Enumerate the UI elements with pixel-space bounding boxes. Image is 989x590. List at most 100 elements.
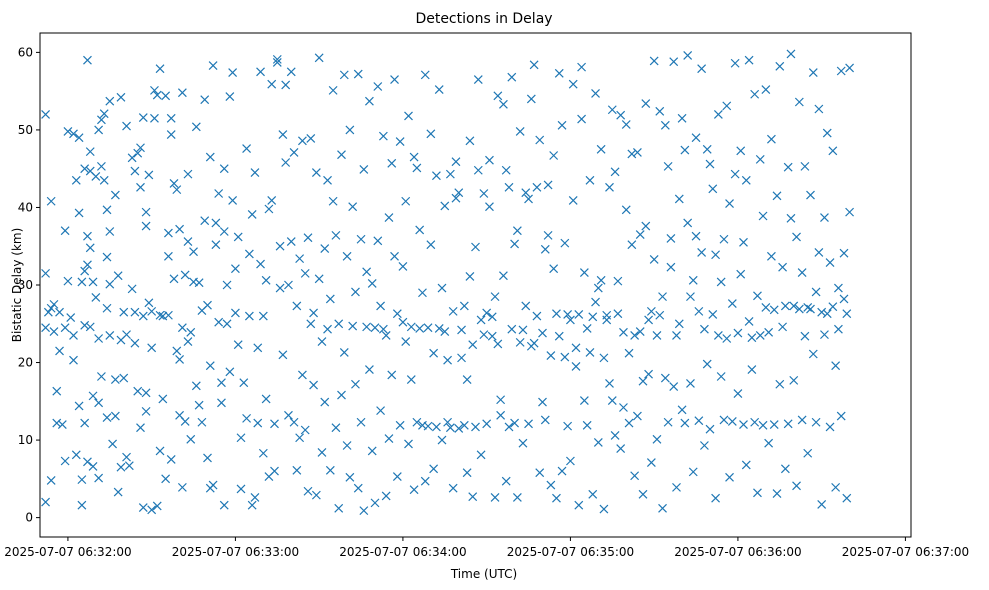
data-point <box>822 128 832 138</box>
data-point <box>155 446 165 456</box>
data-point <box>747 333 757 343</box>
x-tick-label: 2025-07-07 06:37:00 <box>842 545 969 559</box>
data-point <box>563 310 573 319</box>
data-point <box>314 274 324 284</box>
data-point <box>476 450 486 460</box>
data-point <box>630 330 640 340</box>
data-point <box>348 202 358 212</box>
data-point <box>554 331 564 341</box>
data-point <box>233 232 243 242</box>
data-point <box>378 324 388 334</box>
data-point <box>727 417 737 426</box>
data-point <box>663 161 673 171</box>
data-point <box>501 476 511 486</box>
data-point <box>677 405 687 415</box>
data-point <box>172 185 182 195</box>
data-point <box>839 294 849 304</box>
data-point <box>200 95 210 105</box>
data-point <box>113 271 123 281</box>
data-point <box>473 75 483 84</box>
data-point <box>88 391 98 401</box>
data-point <box>485 155 494 165</box>
data-point <box>289 147 299 157</box>
data-point <box>764 327 774 337</box>
data-point <box>457 353 466 363</box>
data-point <box>652 434 662 444</box>
data-point <box>482 419 492 429</box>
data-point <box>219 500 229 510</box>
data-point <box>175 224 185 234</box>
data-point <box>122 121 131 131</box>
data-point <box>479 330 489 340</box>
y-tick-label: 10 <box>18 433 33 447</box>
data-point <box>155 310 165 320</box>
data-point <box>571 343 581 353</box>
x-axis-label: Time (UTC) <box>450 567 517 581</box>
data-point <box>792 232 801 242</box>
data-point <box>579 268 589 278</box>
data-point <box>272 54 282 64</box>
data-point <box>521 301 531 311</box>
data-point <box>418 288 427 298</box>
data-point <box>138 503 148 512</box>
data-point <box>122 452 131 462</box>
data-point <box>524 419 533 429</box>
data-point <box>250 168 260 177</box>
data-point <box>560 352 570 362</box>
data-point <box>794 97 804 107</box>
data-point <box>691 231 701 241</box>
data-point <box>169 274 179 284</box>
data-point <box>445 423 455 433</box>
data-point <box>744 55 754 65</box>
data-point <box>686 379 695 388</box>
data-point <box>244 311 254 321</box>
y-tick-label: 0 <box>25 511 33 525</box>
data-point <box>630 471 640 481</box>
data-point <box>833 283 843 293</box>
data-point <box>155 64 165 74</box>
data-point <box>725 199 734 209</box>
data-point <box>736 146 746 156</box>
data-point <box>549 151 559 160</box>
data-point <box>194 400 204 410</box>
data-point <box>585 175 595 185</box>
data-point <box>621 205 631 215</box>
data-point <box>448 483 458 493</box>
data-point <box>244 249 254 259</box>
data-point <box>786 213 796 223</box>
data-point <box>426 129 436 139</box>
data-point <box>730 58 740 68</box>
data-point <box>836 66 846 76</box>
data-point <box>85 147 95 157</box>
data-point <box>638 489 648 499</box>
data-point <box>339 348 349 357</box>
data-point <box>482 308 492 318</box>
data-point <box>49 327 59 336</box>
data-point <box>116 462 126 472</box>
data-point <box>627 240 637 250</box>
data-point <box>63 276 73 286</box>
data-point <box>577 62 587 72</box>
data-point <box>713 330 723 340</box>
data-point <box>722 101 732 111</box>
data-point <box>80 418 90 428</box>
data-point <box>591 297 600 307</box>
data-point <box>110 375 120 385</box>
data-point <box>459 301 469 311</box>
data-point <box>783 162 793 172</box>
data-point <box>772 489 782 499</box>
data-point <box>83 231 92 241</box>
data-point <box>205 152 215 162</box>
data-point <box>311 168 321 177</box>
data-point <box>521 188 531 198</box>
data-point <box>102 205 112 215</box>
y-tick-label: 20 <box>18 356 33 370</box>
data-point <box>638 376 648 386</box>
data-point <box>41 323 51 333</box>
data-point <box>395 420 405 430</box>
data-point <box>398 317 408 327</box>
data-point <box>588 312 598 322</box>
data-point <box>314 53 324 63</box>
x-tick-label: 2025-07-07 06:33:00 <box>172 545 299 559</box>
data-point <box>434 323 444 333</box>
